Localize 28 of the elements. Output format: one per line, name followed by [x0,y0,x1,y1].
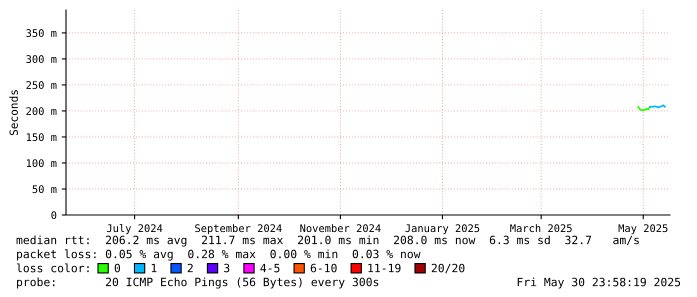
legend-label: 2 [188,264,193,272]
text: probe: 20 ICMP Echo Pings (56 Bytes) every 300s [17,277,378,289]
legend-label: 0 [114,264,120,272]
legend-label: 11-19 [368,264,401,272]
x-tick-label: November 2024 [300,224,381,232]
legend-label: 3 [224,264,230,272]
legend-label: 1 [152,264,156,272]
x-tick-label: May 2025 [618,224,668,234]
x-tick-label: September 2024 [195,224,282,234]
legend-label: 20/20 [432,264,464,274]
x-tick-label: January 2025 [405,224,480,234]
y-tick-label: 150 m [26,133,56,142]
x-tick-label: March 2025 [510,224,572,232]
y-axis-title: Seconds [9,90,18,136]
y-tick-label: 50 m [32,185,56,194]
x-tick-label: July 2024 [106,224,162,234]
legend-label: 6-10 [310,264,337,272]
y-tick-label: 200 m [26,107,56,116]
text: median rtt: 206.2 ms avg 211.7 ms max 201.0 ms min 208.0 ms now 6.3 ms sd 32.7 am/s [16,235,639,247]
y-tick-label: 250 m [26,81,56,90]
text: Fri May 30 23:58:19 2025 [518,278,680,289]
y-tick-label: 0 [51,211,56,220]
y-tick-label: 350 m [26,29,56,38]
text: packet loss: 0.05 % avg 0.28 % max 0.00 % min 0.03 % now [17,249,421,261]
y-tick-label: 300 m [26,55,56,64]
legend-label: 4-5 [260,264,280,272]
y-tick-label: 100 m [26,159,56,168]
legend-title: loss color: [16,263,89,272]
